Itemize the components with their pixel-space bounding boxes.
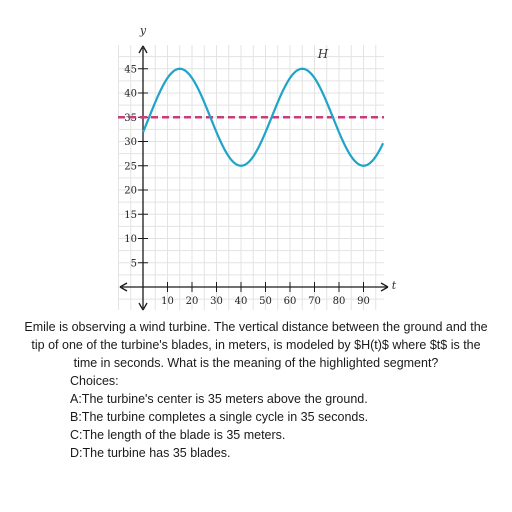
choice-d[interactable]: D:The turbine has 35 blades. <box>70 446 231 460</box>
grid <box>118 45 384 310</box>
choice-c[interactable]: C:The length of the blade is 35 meters. <box>70 428 286 442</box>
y-axis-arrow-down <box>138 302 148 311</box>
choice-a[interactable]: A:The turbine's center is 35 meters abov… <box>70 392 368 406</box>
y-tick-label: 5 <box>131 258 137 269</box>
x-tick-label: 20 <box>186 296 199 307</box>
series-line-H <box>141 67 385 167</box>
question-line-1: Emile is observing a wind turbine. The v… <box>24 320 488 334</box>
question-line-2: tip of one of the turbine's blades, in m… <box>31 338 481 352</box>
x-tick-label: 90 <box>357 296 370 307</box>
y-tick-label: 40 <box>124 89 137 100</box>
function-graph: 10203040506070809051015202530354045 y t … <box>118 24 397 311</box>
y-tick-label: 30 <box>124 137 137 148</box>
x-axis-arrow-left <box>119 282 128 292</box>
tick-labels: 10203040506070809051015202530354045 <box>124 64 370 307</box>
choice-b[interactable]: B:The turbine completes a single cycle i… <box>70 410 369 424</box>
series-layer <box>118 67 385 167</box>
y-tick-label: 20 <box>124 186 137 197</box>
question-line-3: time in seconds. What is the meaning of … <box>73 356 439 370</box>
axes <box>119 45 389 311</box>
x-axis-label: t <box>392 279 397 292</box>
y-tick-label: 10 <box>124 234 137 245</box>
y-axis-arrow-up <box>138 45 148 54</box>
x-tick-label: 40 <box>235 296 248 307</box>
x-axis-arrow-right <box>380 282 389 292</box>
x-tick-label: 10 <box>161 296 174 307</box>
y-axis-label: y <box>139 24 147 37</box>
x-tick-label: 80 <box>333 296 346 307</box>
choices-label: Choices: <box>70 374 119 388</box>
x-tick-label: 50 <box>259 296 272 307</box>
x-tick-label: 60 <box>284 296 297 307</box>
series-name-label: H <box>317 47 329 61</box>
x-tick-label: 30 <box>210 296 223 307</box>
y-tick-label: 25 <box>124 161 137 172</box>
y-tick-label: 15 <box>124 210 137 221</box>
x-tick-label: 70 <box>308 296 321 307</box>
y-tick-label: 45 <box>124 64 137 75</box>
question-block: Emile is observing a wind turbine. The v… <box>0 318 512 462</box>
